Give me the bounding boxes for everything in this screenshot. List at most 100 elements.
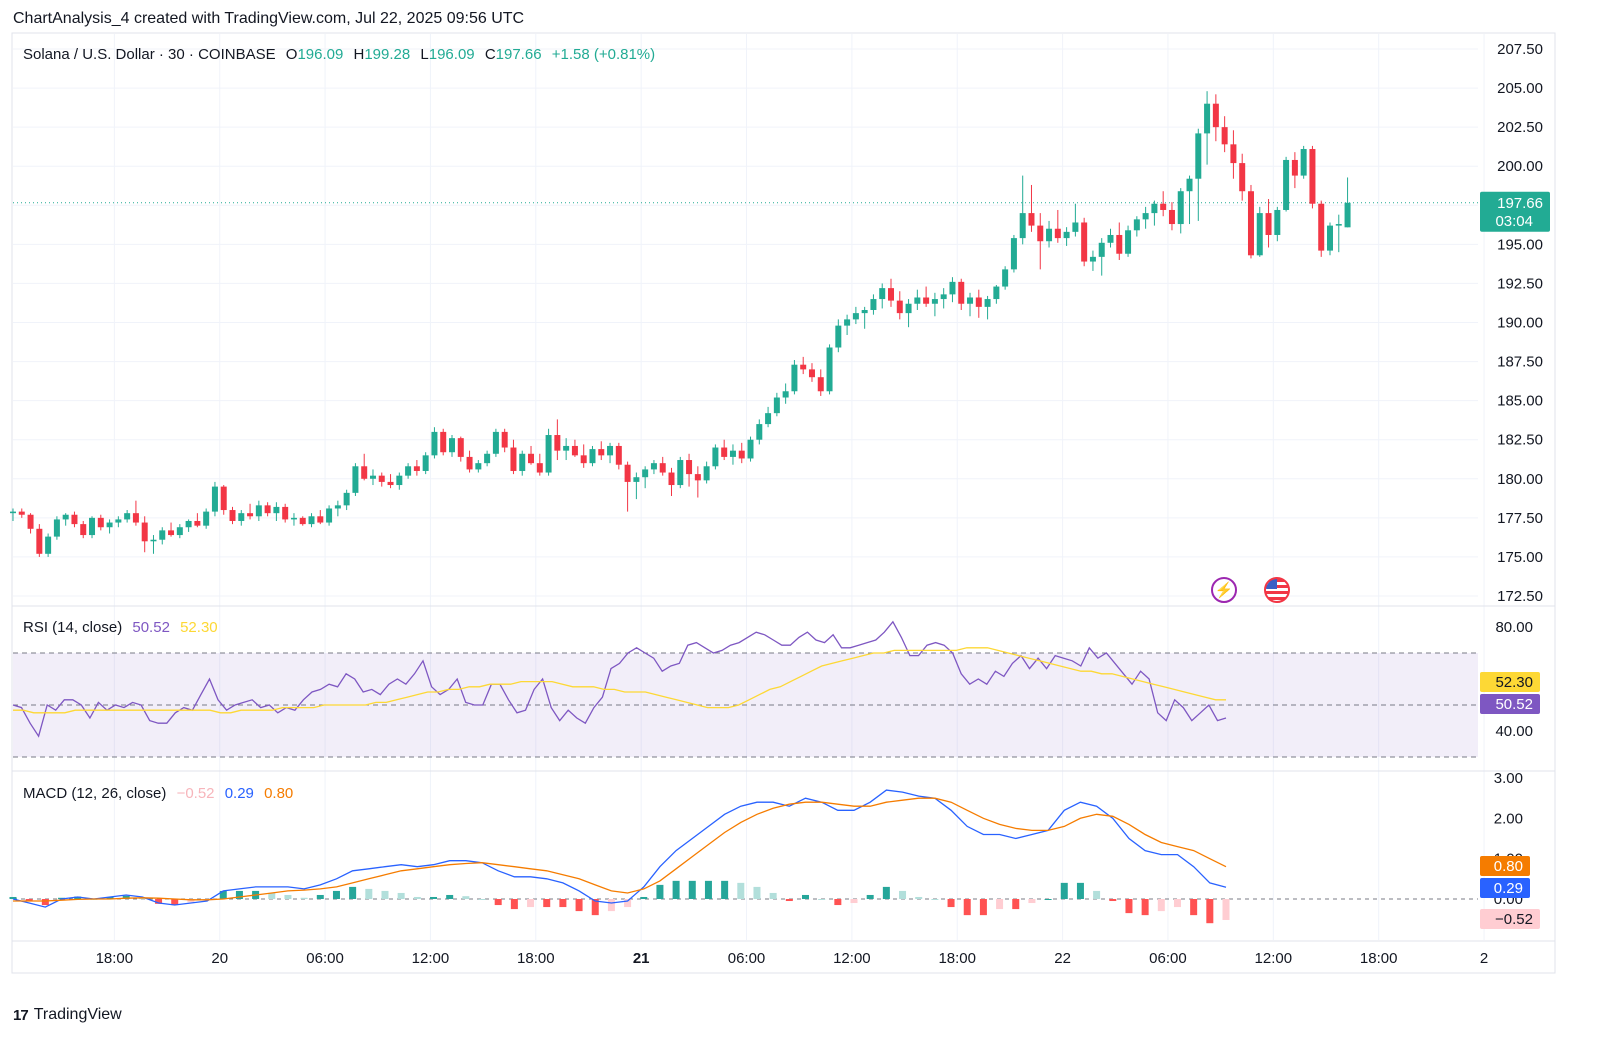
- x-tick-label: 12:00: [1255, 950, 1293, 967]
- macd-value: 0.29: [224, 785, 254, 802]
- candle-body: [176, 527, 183, 536]
- macd-signal-badge-value: 0.80: [1494, 858, 1523, 875]
- last-price-badge-value: 197.66: [1497, 195, 1543, 212]
- candle-body: [317, 516, 324, 523]
- price-axis-label: 180.00: [1497, 471, 1543, 488]
- candle-body: [1063, 231, 1070, 239]
- us-flag-event-icon[interactable]: [1264, 577, 1290, 603]
- candle-body: [97, 517, 104, 528]
- candle-body: [686, 460, 693, 475]
- macd-histogram-bar: [947, 899, 955, 908]
- candle-body: [475, 463, 482, 470]
- candle-body: [282, 506, 289, 520]
- macd-badge: [1480, 878, 1530, 898]
- candle-body: [765, 413, 772, 425]
- macd-histogram-bar: [332, 890, 340, 899]
- price-axis-label: 185.00: [1497, 393, 1543, 410]
- change-value: +1.58 (+0.81%): [551, 46, 656, 63]
- rsi-axis-label: 40.00: [1495, 723, 1533, 740]
- candle-body: [229, 510, 236, 521]
- candle-body: [659, 463, 666, 473]
- candle-body: [607, 445, 614, 456]
- candle-body: [1046, 228, 1053, 242]
- macd-histogram-bar: [219, 890, 227, 899]
- candle-body: [1019, 213, 1026, 239]
- candle-body: [1335, 224, 1342, 226]
- macd-histogram-bar: [1076, 882, 1084, 899]
- rsi-name[interactable]: RSI (14, close): [23, 619, 123, 636]
- candle-body: [712, 447, 719, 467]
- x-tick-label: 06:00: [1149, 950, 1187, 967]
- macd-histogram-bar: [349, 886, 357, 899]
- open-label: O: [285, 46, 298, 63]
- macd-histogram-bar: [640, 896, 648, 899]
- macd-histogram-bar: [446, 894, 454, 899]
- macd-histogram-bar: [284, 894, 292, 899]
- open-value: 196.09: [297, 46, 344, 63]
- candle-body: [1300, 149, 1307, 176]
- macd-histogram-bar: [1028, 899, 1036, 904]
- macd-histogram-bar: [413, 896, 421, 899]
- macd-histogram-bar: [381, 890, 389, 899]
- countdown-badge-value: 03:04: [1495, 213, 1533, 230]
- price-axis-label: 207.50: [1497, 41, 1543, 58]
- footer-brand[interactable]: TradingView: [33, 1006, 122, 1023]
- candle-body: [1072, 222, 1079, 232]
- x-tick-label: 18:00: [938, 950, 976, 967]
- macd-histogram-bar: [979, 899, 987, 916]
- candle-body: [1054, 228, 1061, 239]
- macd-histogram-bar: [818, 899, 826, 900]
- candle-body: [870, 299, 877, 310]
- candle-body: [1107, 234, 1114, 243]
- candle-body: [896, 300, 903, 314]
- x-tick-label: 06:00: [306, 950, 344, 967]
- candle-body: [879, 288, 886, 300]
- price-axis-label: 172.50: [1497, 588, 1543, 605]
- candle-body: [1265, 213, 1272, 235]
- macd-badge-value: 0.29: [1494, 880, 1523, 897]
- candle-body: [1116, 234, 1123, 254]
- macd-histogram-bar: [834, 899, 842, 906]
- candle-body: [211, 486, 218, 512]
- candle-body: [905, 303, 912, 314]
- macd-histogram-bar: [721, 880, 729, 899]
- macd-histogram-bar: [1012, 899, 1020, 910]
- candle-body: [1151, 203, 1158, 214]
- macd-histogram-bar: [1222, 899, 1230, 920]
- price-axis-label: 202.50: [1497, 119, 1543, 136]
- macd-histogram-bar: [1141, 899, 1149, 916]
- symbol-label[interactable]: Solana / U.S. Dollar · 30 · COINBASE: [23, 46, 276, 63]
- footer: 17 TradingView: [13, 1006, 122, 1024]
- macd-histogram-bar: [543, 899, 551, 908]
- candle-body: [10, 511, 16, 514]
- close-value: 197.66: [495, 46, 542, 63]
- main-legend: Solana / U.S. Dollar · 30 · COINBASE O19…: [23, 46, 661, 63]
- candle-body: [975, 297, 982, 307]
- rsi-ma-badge-value: 52.30: [1495, 674, 1533, 691]
- x-tick-label: 18:00: [96, 950, 134, 967]
- candle-body: [290, 517, 297, 520]
- macd-histogram-bar: [559, 899, 567, 908]
- candle-body: [536, 463, 543, 473]
- macd-signal-value: 0.80: [264, 785, 294, 802]
- macd-name[interactable]: MACD (12, 26, close): [23, 785, 167, 802]
- candle-body: [115, 519, 122, 523]
- macd-histogram-bar: [1093, 890, 1101, 899]
- candle-body: [449, 438, 455, 453]
- candle-body: [589, 449, 596, 464]
- macd-histogram-bar: [1206, 899, 1214, 924]
- macd-histogram-bar: [494, 899, 502, 906]
- candle-body: [931, 299, 938, 304]
- macd-histogram-bar: [1044, 899, 1052, 900]
- candle-body: [1125, 230, 1132, 254]
- candlestick-series: [10, 91, 1351, 557]
- candle-body: [484, 453, 491, 464]
- rsi-value: 50.52: [132, 619, 170, 636]
- lightning-event-icon[interactable]: ⚡: [1211, 577, 1237, 603]
- candle-body: [914, 297, 921, 304]
- candle-body: [817, 377, 824, 392]
- close-label: C: [484, 46, 496, 63]
- macd-hist-badge-value: −0.52: [1495, 911, 1533, 928]
